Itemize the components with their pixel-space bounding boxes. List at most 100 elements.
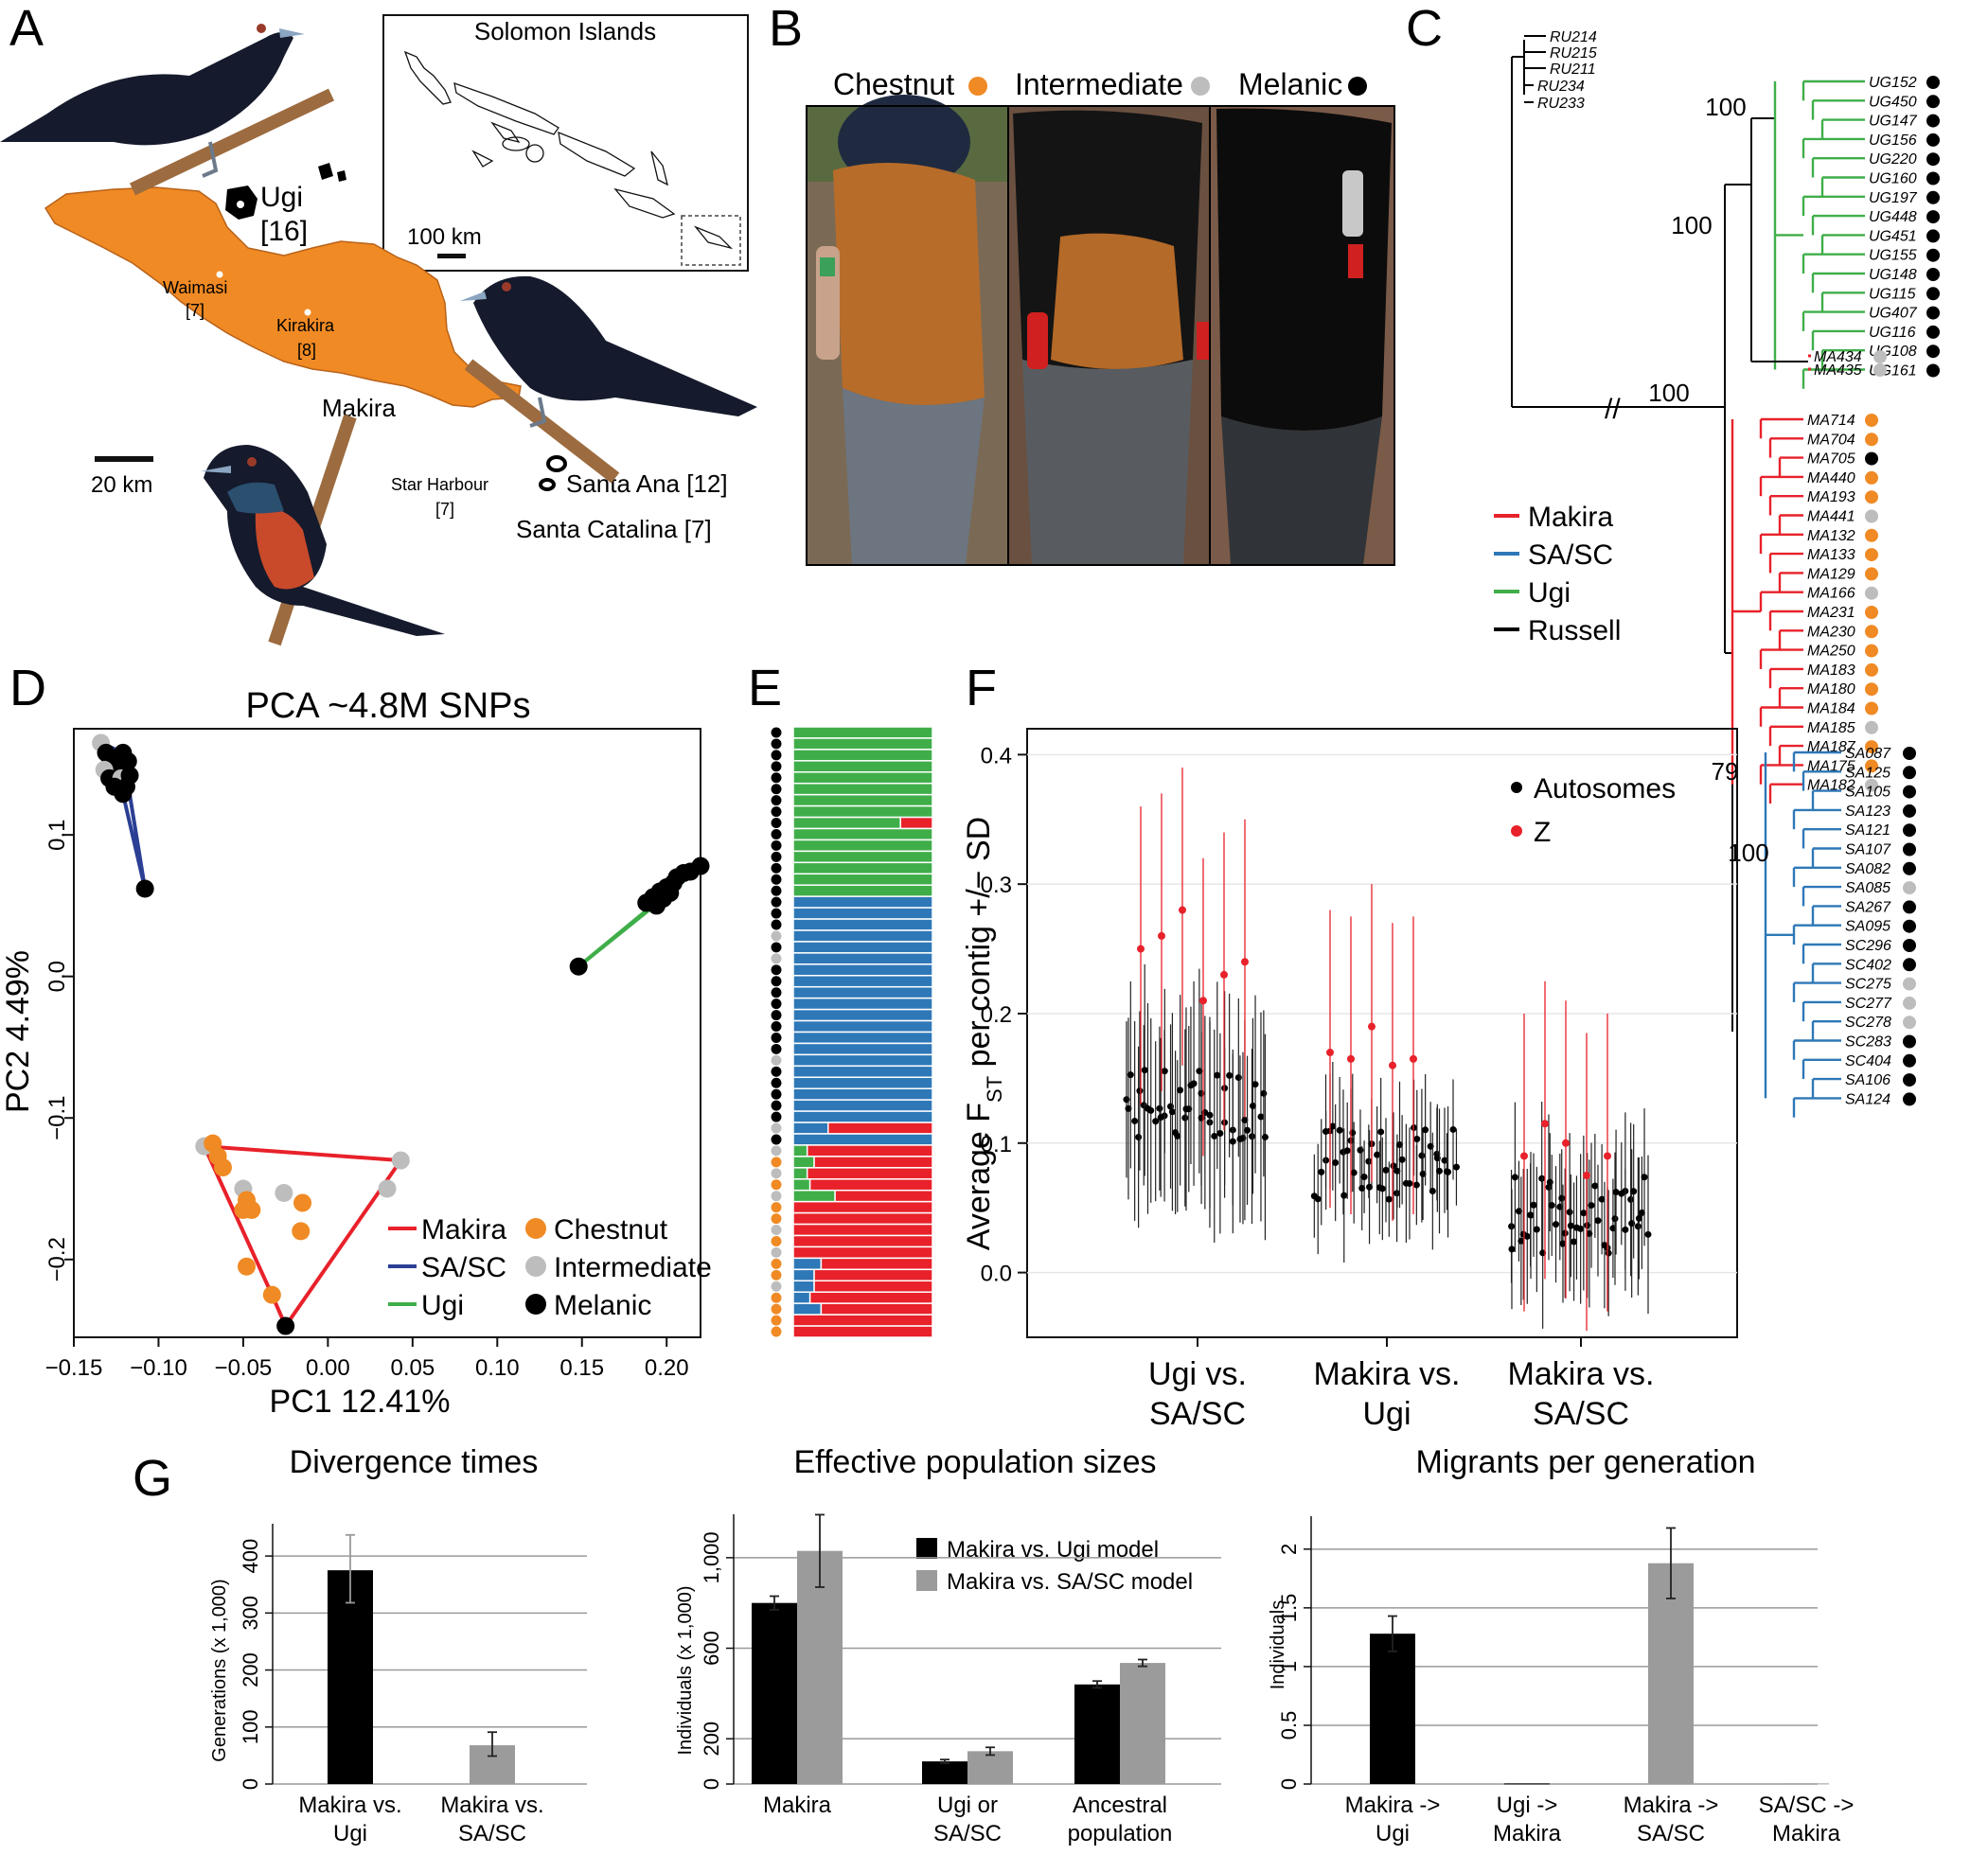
fst-autosome-point [1611,1215,1619,1223]
fst-autosome-point [1548,1202,1555,1210]
ne-category: Ugi or [937,1793,998,1818]
bird-illustration-melanic-right [460,275,757,484]
admixture-segment [792,861,933,875]
fst-autosome-point [1156,1104,1163,1112]
admixture-segment [792,884,933,897]
admixture-segment [792,1302,823,1316]
migrants-bar [1648,1563,1694,1784]
tree-tip-label: MA230 [1807,624,1855,640]
fst-autosome-point [1638,1209,1645,1216]
fst-autosome-point [1181,1114,1189,1122]
fst-autosome-point [1396,1141,1404,1149]
fst-autosome-point [1530,1201,1537,1209]
divergence-category: Makira vs. [298,1793,401,1818]
tree-tip-morph-dot [1926,114,1940,128]
tree-tip-morph-dot [1865,586,1878,600]
fst-autosome-point [1211,1132,1218,1140]
pca-x-tick-label: 0.05 [390,1355,435,1381]
tree-tip-label: SA095 [1845,919,1890,935]
tree-tip-morph-dot [1926,152,1940,167]
tree-tip-morph-dot [1903,747,1916,760]
admixture-segment [792,1031,933,1045]
fst-autosome-point [1553,1221,1560,1228]
pca-x-tick-label: 0.20 [645,1355,689,1381]
fst-autosome-point [1577,1225,1585,1232]
bootstrap-value: 100 [1671,211,1712,239]
migrants-category: Makira -> [1624,1793,1719,1818]
admixture-morph-dot [771,1054,782,1066]
fst-autosome-point [1641,1174,1648,1181]
tree-tip-label: MA705 [1807,451,1855,468]
admixture-segment [899,816,933,830]
fst-group-label: SA/SC [1533,1396,1629,1432]
melanic-dot [1348,77,1367,96]
admixture-segment [820,1257,933,1271]
tree-tip-morph-dot [1926,190,1940,204]
fst-y-tick-label: 0.3 [981,873,1012,898]
fst-autosome-point [1378,1185,1386,1192]
fst-autosome-point [1147,1106,1155,1114]
tree-tip-morph-dot [1926,268,1940,281]
admixture-segment [792,1087,933,1101]
fst-autosome-point [1329,1122,1337,1130]
ugi-site-dot [237,201,244,208]
tree-tip-morph-dot [1865,644,1878,658]
tree-tip-label: MA440 [1807,470,1855,486]
tree-tip-morph-dot [1903,939,1916,952]
tree-tip-label: UG148 [1869,267,1917,283]
fst-autosome-point [1634,1223,1642,1230]
admixture-morph-dot [771,874,782,885]
admixture-morph-dot [771,1157,782,1168]
fst-autosome-point [1515,1208,1522,1215]
pca-legend-sasc: SA/SC [421,1252,506,1283]
admixture-segment [792,1325,933,1338]
fst-autosome-point [1412,1181,1420,1189]
fst-autosome-point [1261,1133,1269,1140]
admixture-segment [792,726,933,739]
bootstrap-value: 79 [1712,757,1739,786]
tree-tip-label: RU234 [1537,79,1585,95]
admixture-segment [792,1211,933,1226]
bird-illustration-chestnut [201,414,445,646]
fst-y-tick-label: 0.4 [981,743,1012,768]
tree-tip-morph-dot [1926,363,1940,378]
admixture-morph-dot [771,896,782,908]
fst-autosome-point [1429,1188,1436,1195]
bird-illustration-melanic-top [0,24,335,196]
tree-tip-morph-dot [1865,470,1878,485]
tree-tip-morph-dot [1903,861,1916,875]
pca-point [378,1179,397,1198]
tree-tip-label: SC404 [1845,1053,1891,1069]
fst-group-label: Ugi [1362,1396,1411,1432]
pca-x-tick-label: −0.10 [130,1355,187,1381]
ne-legend-ugi-swatch [916,1538,937,1559]
admixture-segment [792,1065,933,1079]
chestnut-dot [968,77,987,96]
admixture-segment [813,1156,933,1169]
admixture-morph-dot [771,772,782,784]
admixture-morph-dot [771,1077,782,1088]
admixture-morph-dot [771,784,782,795]
migrants-bar [1784,1783,1829,1785]
label-santa-catalina: Santa Catalina [7] [516,515,712,543]
ne-title: Effective population sizes [793,1444,1156,1480]
admixture-morph-dot [771,942,782,953]
tree-tip-morph-dot [1903,958,1916,972]
fst-z-point [1158,931,1165,940]
g-y-tick-label: 100 [239,1709,262,1744]
tree-tip-morph-dot [1926,229,1940,243]
admixture-segment [792,760,933,773]
admixture-segment [792,1053,933,1068]
tree-tip-morph-dot [1903,977,1916,991]
admixture-segment [792,1257,823,1271]
fst-autosome-point [1591,1182,1599,1190]
tree-tip-label: MA193 [1807,489,1855,505]
tree-tip-label: MA435 [1814,362,1862,379]
tree-tip-label: MA132 [1807,528,1855,544]
fst-autosome-point [1571,1238,1578,1246]
fst-z-point [1604,1152,1611,1160]
admixture-morph-dot [771,1292,782,1303]
ne-legend-ugi-model: Makira vs. Ugi model [947,1537,1159,1563]
pca-x-tick-label: 0.00 [306,1355,350,1381]
